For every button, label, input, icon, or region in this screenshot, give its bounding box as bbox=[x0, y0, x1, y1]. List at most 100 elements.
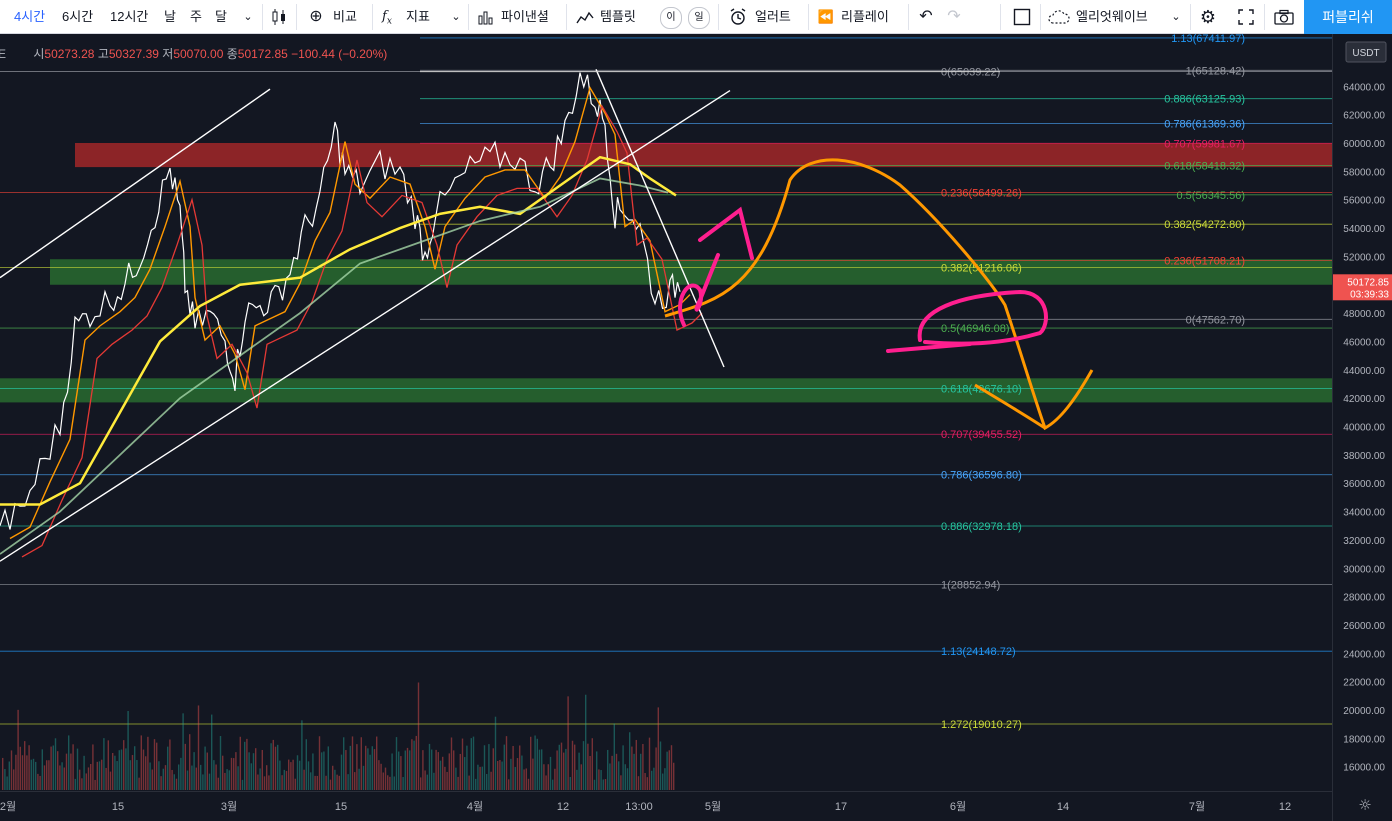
fib-right-label: 0.382(54272.80) bbox=[1164, 219, 1245, 231]
bar-chart-icon[interactable] bbox=[474, 0, 496, 34]
volume-bar bbox=[532, 758, 534, 790]
interval-0[interactable]: 4시간 bbox=[14, 9, 46, 24]
fib-right-label: 0.5(56345.56) bbox=[1177, 190, 1246, 202]
top-toolbar: 4시간 6시간 12시간 날 주 달 ⌄ ⊕ 비교 fx 지표 ⌄ 파이낸셜 템플릿 이 … bbox=[0, 0, 1392, 34]
volume-bar bbox=[235, 752, 237, 790]
high-label: 고 bbox=[97, 47, 109, 61]
volume-bar bbox=[589, 755, 591, 790]
volume-bar bbox=[153, 739, 156, 790]
volume-bar bbox=[103, 738, 105, 790]
volume-bar bbox=[81, 778, 83, 790]
volume-bar bbox=[499, 759, 501, 790]
low-value: 50070.00 bbox=[173, 47, 224, 61]
chart-canvas[interactable]: 1.13(67411.97)1(65128.42)0.886(63125.93)… bbox=[0, 34, 1332, 791]
layout-name[interactable]: 엘리엇웨이브 bbox=[1076, 9, 1148, 24]
redo-icon[interactable]: ↷ bbox=[947, 8, 961, 25]
fx-icon[interactable]: fx bbox=[382, 9, 392, 27]
compare-button[interactable]: 비교 bbox=[333, 9, 357, 24]
volume-bar bbox=[644, 773, 646, 790]
high-value: 50327.39 bbox=[108, 47, 159, 61]
template-icon[interactable] bbox=[574, 0, 596, 34]
gear-icon[interactable]: ⚙ bbox=[1199, 7, 1217, 27]
volume-bar bbox=[211, 714, 213, 790]
volume-bar bbox=[580, 764, 582, 790]
volume-bar bbox=[574, 744, 576, 790]
downtrend-line bbox=[595, 69, 725, 368]
volume-bar bbox=[585, 694, 587, 790]
undo-icon[interactable]: ↶ bbox=[919, 8, 933, 25]
volume-bar bbox=[94, 779, 96, 790]
interval-1[interactable]: 6시간 bbox=[62, 9, 94, 24]
volume-bar bbox=[477, 764, 479, 790]
volume-bar bbox=[497, 761, 499, 790]
alarm-clock-icon[interactable] bbox=[726, 0, 750, 34]
volume-bar bbox=[32, 758, 35, 790]
volume-bar bbox=[406, 747, 409, 790]
badge-right[interactable]: 일 bbox=[688, 7, 710, 29]
time-tick: 12 bbox=[557, 801, 569, 813]
alert-button[interactable]: 얼러트 bbox=[755, 9, 791, 24]
camera-icon[interactable] bbox=[1270, 0, 1298, 34]
replay-button[interactable]: 리플레이 bbox=[841, 9, 889, 24]
volume-bar bbox=[662, 773, 664, 790]
volume-bar bbox=[545, 775, 547, 790]
volume-bar bbox=[666, 751, 668, 790]
volume-bar bbox=[217, 777, 219, 790]
volume-bar bbox=[259, 768, 261, 790]
volume-bar bbox=[57, 751, 59, 790]
volume-bar bbox=[347, 774, 349, 790]
volume-bar bbox=[48, 760, 50, 790]
layout-square-icon[interactable] bbox=[1010, 0, 1034, 34]
interval-2[interactable]: 12시간 bbox=[110, 9, 149, 24]
interval-4[interactable]: 주 bbox=[190, 9, 202, 24]
price-axis[interactable]: USDT 64000.00 62000.00 60000.00 58000.00 5600… bbox=[1332, 34, 1392, 821]
volume-bar bbox=[63, 767, 65, 790]
publish-button[interactable]: 퍼블리쉬 bbox=[1304, 0, 1392, 34]
price-tick: 22000.00 bbox=[1343, 678, 1385, 689]
chevron-down-icon[interactable]: ⌄ bbox=[243, 11, 253, 23]
fullscreen-icon[interactable] bbox=[1234, 0, 1258, 34]
volume-bar bbox=[109, 771, 112, 790]
chevron-down-icon[interactable]: ⌄ bbox=[451, 11, 461, 23]
volume-bar bbox=[475, 778, 477, 790]
volume-bar bbox=[598, 769, 600, 790]
volume-bar bbox=[24, 741, 26, 790]
volume-bar bbox=[461, 738, 464, 790]
volume-bar bbox=[228, 770, 230, 790]
volume-bar bbox=[521, 755, 523, 790]
rewind-icon[interactable]: ⏪ bbox=[817, 9, 835, 24]
volume-bar bbox=[417, 682, 420, 790]
volume-bar bbox=[114, 755, 116, 790]
volume-bar bbox=[226, 769, 228, 790]
close-label: 종 bbox=[226, 47, 238, 61]
resistance-zone bbox=[75, 143, 1332, 168]
volume-bar bbox=[384, 767, 387, 790]
indicators-button[interactable]: 지표 bbox=[406, 9, 430, 24]
volume-bar bbox=[101, 759, 103, 790]
financials-button[interactable]: 파이낸셜 bbox=[501, 9, 549, 24]
badge-left[interactable]: 이 bbox=[660, 7, 682, 29]
volume-bar bbox=[178, 764, 180, 790]
volume-bar bbox=[307, 761, 310, 790]
time-axis[interactable]: 2월 15 3월 15 4월 12 13:00 5월 17 6월 14 7월 12 bbox=[0, 791, 1332, 821]
cloud-icon[interactable] bbox=[1046, 0, 1072, 34]
volume-bar bbox=[549, 756, 552, 790]
volume-bar bbox=[563, 752, 565, 790]
volume-bar bbox=[171, 769, 173, 790]
volume-bar bbox=[404, 750, 406, 790]
volume-bar bbox=[591, 738, 593, 790]
chevron-down-icon[interactable]: ⌄ bbox=[1171, 11, 1181, 23]
channel-upper-line bbox=[0, 88, 271, 279]
fib-right-label: 0.618(58418.32) bbox=[1164, 160, 1245, 172]
add-circle-icon[interactable]: ⊕ bbox=[309, 8, 323, 25]
price-tick: 52000.00 bbox=[1343, 252, 1385, 263]
support-zone-upper bbox=[50, 259, 1332, 285]
template-button[interactable]: 템플릿 bbox=[600, 9, 636, 24]
support-zone-lower bbox=[0, 378, 1332, 403]
volume-bar bbox=[378, 760, 380, 790]
volume-bar bbox=[604, 779, 607, 790]
interval-5[interactable]: 달 bbox=[215, 9, 227, 24]
volume-bar bbox=[576, 769, 578, 790]
candlestick-icon[interactable] bbox=[268, 0, 290, 34]
interval-3[interactable]: 날 bbox=[164, 9, 176, 24]
